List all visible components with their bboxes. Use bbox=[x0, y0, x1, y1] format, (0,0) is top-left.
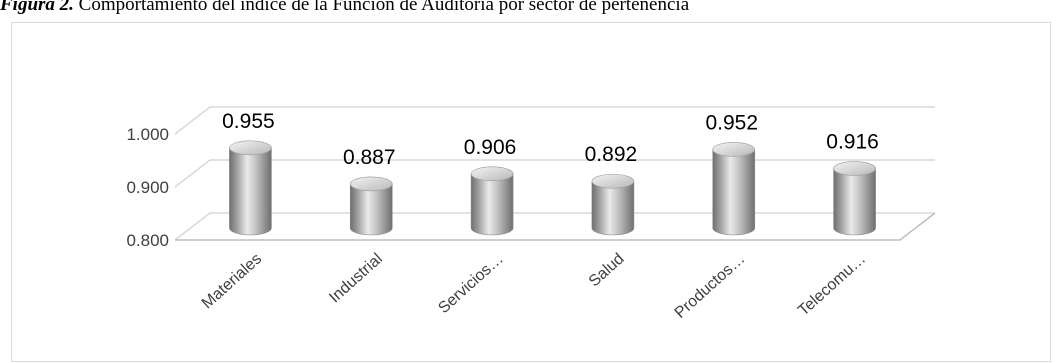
bar bbox=[712, 142, 756, 236]
gridline bbox=[174, 212, 935, 241]
x-tick-label: Productos… bbox=[672, 250, 749, 322]
data-label: 0.916 bbox=[826, 131, 879, 154]
chart-frame: 0.800 0.900 1.000 0.955 0.887 0.906 0.892 0.95… bbox=[11, 22, 1051, 362]
bar-cap bbox=[229, 140, 272, 156]
y-tick-label: 1.000 bbox=[126, 125, 169, 144]
data-label: 0.887 bbox=[343, 146, 396, 169]
gridline bbox=[174, 106, 935, 135]
x-tick-label: Servicios… bbox=[435, 250, 507, 317]
bar-body bbox=[833, 168, 876, 236]
y-tick-label: 0.900 bbox=[126, 178, 169, 197]
x-tick-label: Materiales bbox=[199, 250, 265, 312]
bar-cap bbox=[712, 142, 756, 157]
data-labels: 0.955 0.887 0.906 0.892 0.952 0.916 bbox=[222, 110, 879, 169]
x-tick-label: Telecomu… bbox=[795, 250, 869, 319]
bar bbox=[349, 176, 393, 236]
x-tick-label: Salud bbox=[586, 250, 628, 290]
bar-body bbox=[229, 147, 272, 236]
bar-body bbox=[591, 180, 635, 236]
bar bbox=[229, 140, 272, 236]
bar-cap bbox=[833, 161, 876, 176]
bar bbox=[470, 166, 514, 236]
data-label: 0.906 bbox=[464, 136, 517, 159]
bar-body bbox=[349, 183, 393, 236]
chart-floor bbox=[175, 212, 936, 241]
bar-cap bbox=[591, 173, 635, 189]
bar bbox=[833, 161, 876, 236]
grid-layer bbox=[174, 106, 936, 241]
bar-body bbox=[712, 149, 756, 236]
gridline bbox=[174, 159, 935, 188]
figure-caption-label: Figura 2. bbox=[0, 0, 74, 15]
bar bbox=[591, 173, 635, 236]
bar-cap bbox=[470, 166, 514, 182]
y-tick-label: 0.800 bbox=[126, 231, 169, 250]
bar-cap bbox=[349, 176, 393, 192]
y-axis: 0.800 0.900 1.000 bbox=[126, 125, 169, 250]
bar-body bbox=[470, 173, 514, 236]
x-axis: Materiales Industrial Servicios… Salud Produ… bbox=[199, 250, 869, 322]
figure-caption-text: Comportamiento del índice de la Función … bbox=[73, 0, 690, 15]
figure-caption: Figura 2. Comportamiento del índice de l… bbox=[0, 0, 1063, 16]
data-label: 0.892 bbox=[585, 143, 638, 166]
data-label: 0.952 bbox=[705, 111, 758, 134]
data-label: 0.955 bbox=[222, 110, 275, 133]
bars bbox=[229, 140, 876, 236]
x-tick-label: Industrial bbox=[326, 250, 386, 306]
